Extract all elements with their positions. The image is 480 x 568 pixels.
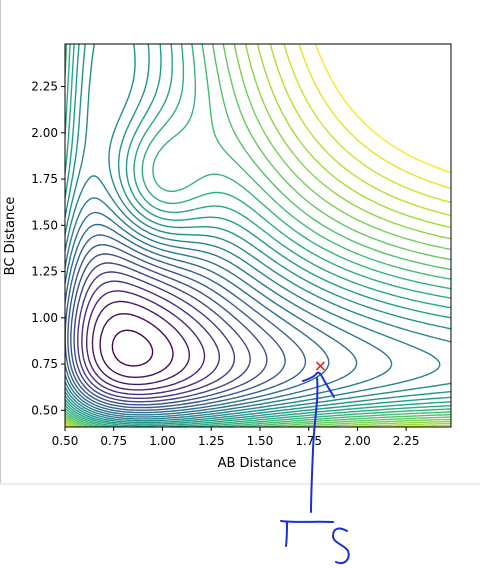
contour-level-20 [65,44,451,427]
contour-level-21 [65,44,451,427]
y-axis: 0.50 0.75 1.00 1.25 1.50 1.75 2.00 2.25 [31,80,65,417]
x-tick-label: 1.50 [247,434,274,448]
contour-level-8 [70,253,268,406]
contour-level-28 [65,44,451,427]
contour-level-10 [65,234,307,411]
y-tick-label: 1.25 [31,265,58,279]
y-tick-label: 1.50 [31,218,58,232]
y-tick-label: 0.75 [31,357,58,371]
contour-lines [65,44,451,427]
handwritten-annotation [280,371,350,564]
x-tick-label: 0.75 [100,434,127,448]
window-bottom-border [0,483,480,485]
y-axis-label: BC Distance [3,197,18,276]
x-axis: 0.50 0.75 1.00 1.25 1.50 1.75 2.00 2.25 [52,427,420,448]
contour-level-14 [65,175,441,420]
contour-level-16 [65,44,451,424]
y-tick-label: 1.00 [31,311,58,325]
contour-level-7 [73,262,251,403]
contour-level-22 [65,44,451,427]
y-tick-label: 2.00 [31,126,58,140]
x-tick-label: 1.00 [149,434,176,448]
contour-level-19 [65,44,451,427]
contour-level-15 [65,44,451,422]
x-tick-label: 0.50 [52,434,79,448]
transition-state-marker [315,361,325,371]
x-tick-label: 2.25 [393,434,420,448]
y-tick-label: 1.75 [31,172,58,186]
plot-area [65,44,451,427]
window-left-border [0,0,1,484]
annotation-arrow-line [310,377,319,513]
contour-level-3 [91,300,190,386]
contour-level-24 [65,44,451,427]
contour-level-26 [65,44,451,427]
plot-frame [64,43,452,428]
x-axis-label: AB Distance [218,456,297,471]
contour-level-23 [65,44,451,427]
contour-level-11 [65,223,330,414]
y-tick-label: 2.25 [31,80,58,94]
contour-level-5 [81,280,220,396]
annotation-arrowhead [302,371,335,398]
x-tick-label: 2.00 [344,434,371,448]
annotation-text [280,520,350,564]
contour-level-4 [86,290,206,391]
x-tick-label: 1.75 [295,434,322,448]
contour-level-1 [111,329,154,367]
contour-level-9 [67,244,286,409]
y-tick-label: 0.50 [31,403,58,417]
contour-level-18 [65,44,451,427]
contour-level-30 [314,44,451,174]
contour-level-12 [65,211,358,416]
contour-level-13 [65,197,393,418]
contour-level-2 [99,313,174,378]
marker-x-stroke [315,361,325,371]
contour-level-17 [65,44,451,425]
contour-level-6 [77,271,236,399]
x-tick-label: 1.25 [198,434,225,448]
